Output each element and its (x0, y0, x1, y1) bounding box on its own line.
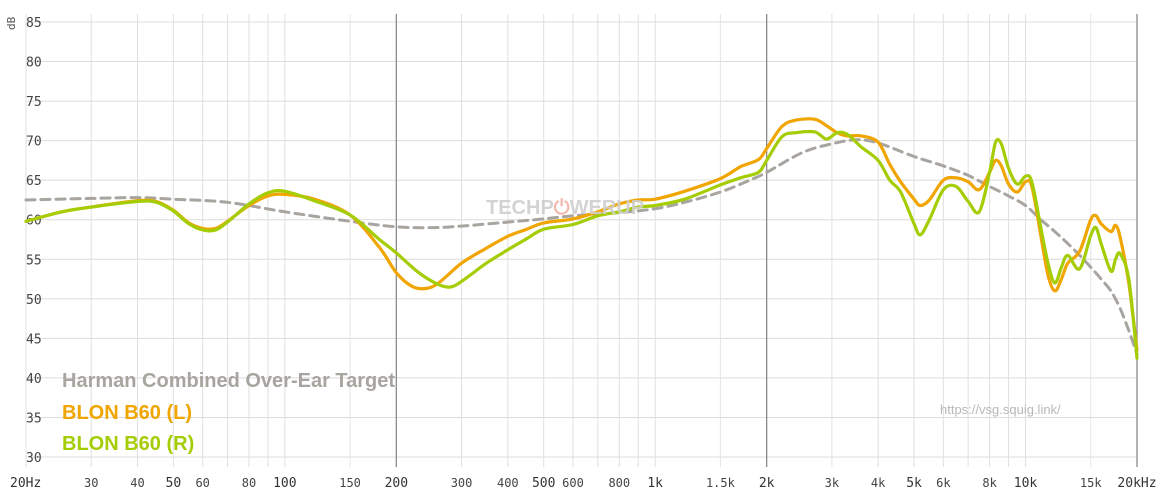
x-tick-label: 2k (759, 476, 775, 491)
series-lines (24, 117, 1139, 360)
techpowerup-watermark: TECHP⏻WERUP (486, 197, 644, 220)
x-tick-label: 20Hz (10, 476, 41, 491)
x-axis-ticks: 20Hz 30 40 50 60 80 100 150 200 300 400 500 600 800 1k… (10, 476, 1157, 491)
x-tick-label: 3k (825, 476, 840, 490)
x-tick-label: 30 (84, 476, 98, 490)
watermark-logo-right: WERUP (569, 197, 645, 219)
target-curve-line (24, 138, 1139, 356)
y-axis-label: dB (5, 16, 18, 30)
x-tick-label: 300 (451, 476, 473, 490)
x-tick-label: 80 (242, 476, 256, 490)
x-tick-label: 1.5k (706, 476, 736, 490)
y-tick-label: 35 (26, 411, 42, 426)
power-icon: ⏻ (553, 197, 570, 219)
x-tick-label: 6k (936, 476, 951, 490)
x-tick-label: 50 (166, 476, 182, 491)
source-url: https://vsg.squig.link/ (940, 402, 1061, 417)
x-tick-label: 15k (1080, 476, 1102, 490)
y-tick-label: 55 (26, 253, 42, 268)
x-tick-label: 10k (1014, 476, 1038, 491)
legend-item-right[interactable]: BLON B60 (R) (62, 433, 195, 455)
x-tick-label: 4k (871, 476, 886, 490)
right-channel-line (24, 129, 1139, 360)
legend-item-target[interactable]: Harman Combined Over-Ear Target (62, 370, 396, 392)
y-tick-label: 30 (26, 451, 42, 466)
x-tick-label: 100 (273, 476, 296, 491)
y-tick-label: 75 (26, 95, 42, 110)
x-tick-label: 400 (497, 476, 519, 490)
gridlines (25, 14, 1138, 467)
x-tick-label: 60 (195, 476, 209, 490)
y-tick-label: 45 (26, 332, 42, 347)
y-tick-label: 80 (26, 56, 42, 71)
x-tick-label: 800 (608, 476, 630, 490)
x-tick-label: 200 (385, 476, 408, 491)
x-tick-label: 20kHz (1117, 476, 1156, 491)
legend-item-left[interactable]: BLON B60 (L) (62, 402, 192, 424)
x-tick-label: 1k (647, 476, 663, 491)
x-tick-label: 40 (130, 476, 144, 490)
left-channel-line (24, 117, 1139, 352)
x-tick-label: 600 (562, 476, 584, 490)
y-tick-label: 40 (26, 372, 42, 387)
y-tick-label: 70 (26, 135, 42, 150)
x-tick-label: 500 (532, 476, 555, 491)
y-tick-label: 50 (26, 293, 42, 308)
y-tick-label: 65 (26, 174, 42, 189)
y-tick-label: 85 (26, 16, 42, 31)
x-tick-label: 8k (982, 476, 997, 490)
watermark-logo-left: TECHP (486, 197, 554, 219)
x-tick-label: 5k (906, 476, 922, 491)
x-tick-label: 150 (339, 476, 361, 490)
